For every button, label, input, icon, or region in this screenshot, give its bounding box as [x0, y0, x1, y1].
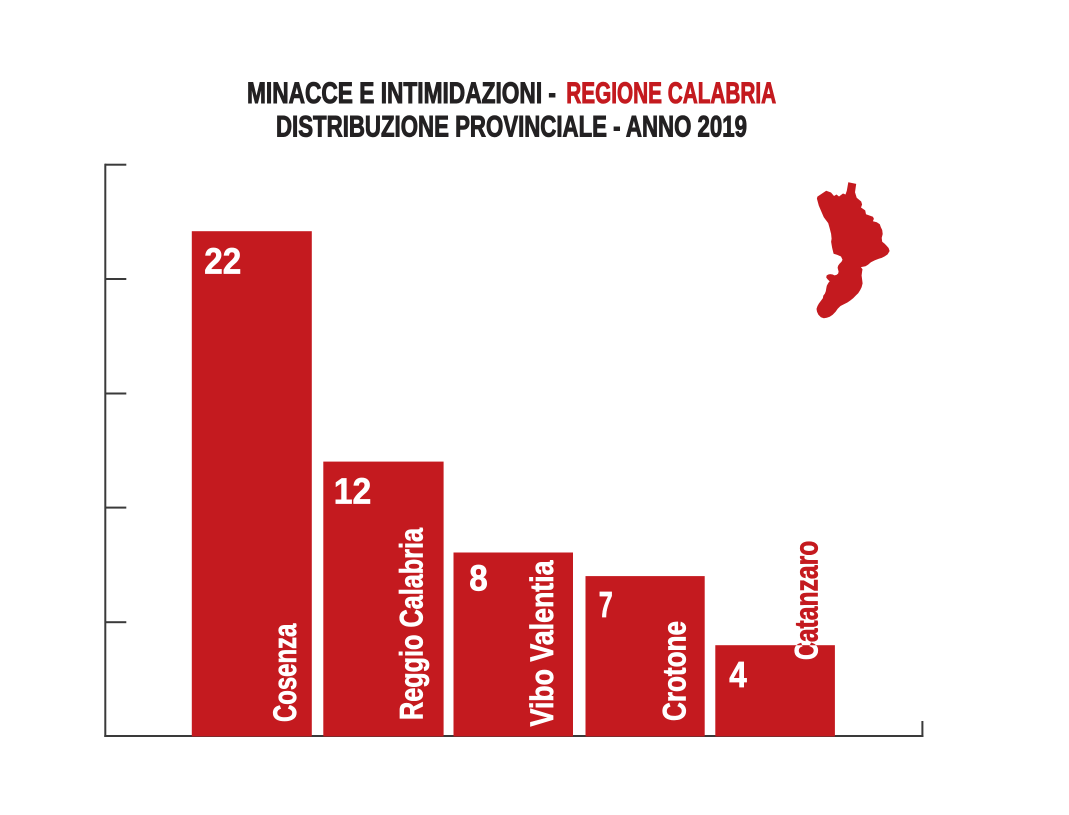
svg-text:REGIONE CALABRIA: REGIONE CALABRIA — [566, 77, 776, 110]
svg-text:DISTRIBUZIONE PROVINCIALE - AN: DISTRIBUZIONE PROVINCIALE - ANNO 2019 — [276, 110, 747, 143]
svg-text:Cosenza: Cosenza — [267, 623, 303, 722]
svg-text:MINACCE E INTIMIDAZIONI -: MINACCE E INTIMIDAZIONI - — [247, 77, 556, 110]
svg-text:12: 12 — [334, 471, 372, 512]
svg-text:Vibo Valentia: Vibo Valentia — [524, 560, 560, 727]
svg-text:7: 7 — [599, 584, 613, 625]
svg-text:Catanzaro: Catanzaro — [789, 541, 825, 660]
svg-text:Crotone: Crotone — [657, 621, 693, 721]
svg-text:22: 22 — [204, 240, 241, 281]
svg-text:4: 4 — [729, 654, 747, 695]
svg-text:8: 8 — [469, 558, 488, 599]
svg-text:Reggio Calabria: Reggio Calabria — [394, 527, 430, 720]
svg-text:Catanzaro: Catanzaro — [789, 541, 825, 660]
